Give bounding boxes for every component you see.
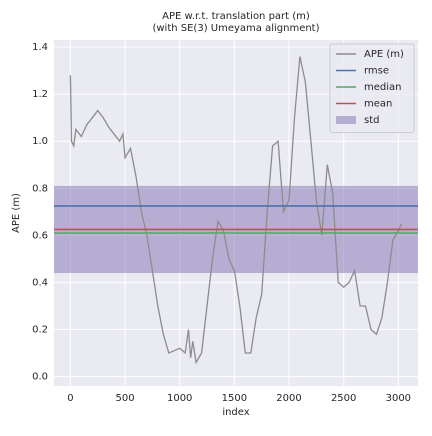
- x-tick-label: 2000: [276, 393, 301, 404]
- x-tick-label: 1000: [167, 393, 192, 404]
- legend-label: rmse: [364, 66, 389, 77]
- y-tick-label: 0.6: [32, 230, 48, 241]
- legend-swatch: [336, 116, 356, 124]
- x-axis-label: index: [222, 407, 249, 418]
- y-tick-label: 1.0: [32, 136, 48, 147]
- legend-label: mean: [364, 99, 392, 110]
- y-tick-label: 1.4: [32, 42, 48, 53]
- x-tick-label: 1500: [222, 393, 247, 404]
- x-tick-label: 2500: [331, 393, 356, 404]
- chart-title: APE w.r.t. translation part (m): [162, 11, 310, 22]
- legend-label: std: [364, 115, 379, 126]
- legend-box: [329, 43, 415, 133]
- x-tick-label: 3000: [386, 393, 411, 404]
- x-tick-label: 500: [116, 393, 135, 404]
- x-tick-label: 0: [67, 393, 73, 404]
- y-tick-label: 0.0: [32, 372, 48, 383]
- y-tick-label: 0.4: [32, 277, 48, 288]
- legend-label: APE (m): [364, 49, 404, 60]
- legend-label: median: [364, 82, 402, 93]
- y-tick-label: 0.2: [32, 325, 48, 336]
- ape-line: [69, 56, 403, 365]
- y-tick-label: 1.2: [32, 89, 48, 100]
- y-tick-label: 0.8: [32, 183, 48, 194]
- y-axis-label: APE (m): [11, 193, 22, 233]
- chart-subtitle: (with SE(3) Umeyama alignment): [152, 23, 319, 34]
